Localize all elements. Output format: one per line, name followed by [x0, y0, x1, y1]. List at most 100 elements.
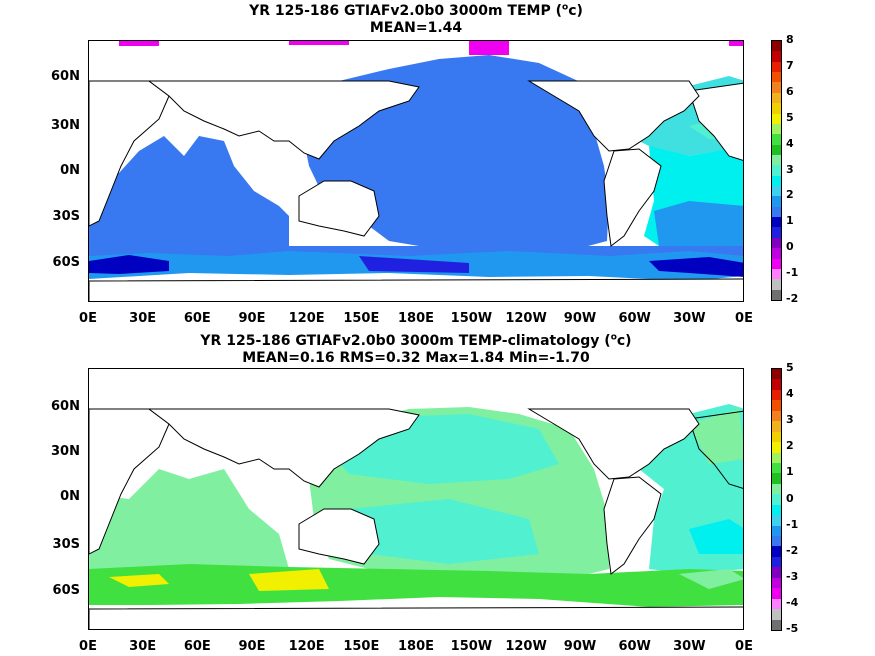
longitude-label: 0E [79, 311, 97, 326]
longitude-label: 0E [735, 639, 753, 654]
longitude-label: 120W [505, 311, 547, 326]
colorbar-segment [772, 598, 781, 610]
colorbar-tick-label: 3 [786, 162, 794, 176]
longitude-label: 30E [129, 639, 157, 654]
colorbar-tick-label: 2 [786, 439, 794, 453]
longitude-label: 60W [618, 639, 651, 654]
colorbar-segment [772, 525, 781, 536]
colorbar-segment [772, 369, 781, 380]
longitude-label: 90W [563, 311, 597, 326]
colorbar-tick-label: 1 [786, 465, 794, 479]
colorbar-segment [772, 619, 781, 630]
panel1-map [88, 40, 744, 302]
longitude-label: 180E [397, 311, 435, 326]
colorbar-tick-label: 4 [786, 387, 794, 401]
latitude-label: 0N [60, 489, 80, 504]
latitude-label: 30N [51, 444, 80, 459]
colorbar-tick-label: 6 [786, 84, 794, 98]
colorbar-segment [772, 442, 781, 453]
panel2-map [88, 368, 744, 630]
panel1-title-unit: c) [568, 3, 583, 19]
colorbar-tick-label: -5 [786, 622, 799, 635]
colorbar-segment [772, 389, 781, 401]
latitude-label: 30S [52, 209, 80, 224]
colorbar-segment [772, 41, 781, 52]
colorbar-segment [772, 175, 781, 187]
longitude-label: 60W [618, 311, 651, 326]
colorbar-segment [772, 123, 781, 135]
colorbar-segment [772, 431, 781, 443]
longitude-label: 120E [288, 639, 325, 654]
colorbar-tick-label: 1 [786, 214, 794, 228]
colorbar-segment [772, 51, 781, 62]
panel2-title-unit: c) [616, 333, 632, 349]
colorbar-segment [772, 462, 781, 474]
colorbar-segment [772, 421, 781, 432]
colorbar-segment [772, 217, 781, 228]
colorbar-segment [772, 588, 781, 599]
panel1-map-field [89, 41, 743, 301]
colorbar-segment [772, 379, 781, 390]
colorbar-segment [772, 186, 781, 197]
latitude-label: 60N [51, 399, 80, 414]
colorbar-tick-label: -1 [786, 517, 799, 531]
longitude-label: 90W [563, 639, 597, 654]
colorbar-segment [772, 556, 781, 568]
latitude-label: 30S [52, 537, 80, 552]
colorbar-segment [772, 113, 781, 124]
longitude-label: 30E [129, 311, 157, 326]
panel2-colorbar [771, 368, 782, 631]
colorbar-segment [772, 72, 781, 83]
colorbar-segment [772, 206, 781, 218]
latitude-label: 0N [60, 163, 80, 178]
colorbar-tick-label: 5 [786, 361, 794, 374]
colorbar-segment [772, 289, 781, 300]
colorbar-segment [772, 410, 781, 422]
longitude-label: 90E [238, 311, 266, 326]
colorbar-segment [772, 546, 781, 557]
colorbar-tick-label: -2 [786, 543, 799, 557]
longitude-label: 30W [673, 311, 706, 326]
panel1-title: YR 125-186 GTIAFv2.0b0 3000m TEMP (oc) [88, 3, 744, 19]
longitude-label: 30W [673, 639, 706, 654]
colorbar-tick-label: 7 [786, 58, 794, 72]
longitude-label: 180E [397, 639, 435, 654]
panel1-colorbar [771, 40, 782, 301]
panel1-title-text: YR 125-186 GTIAFv2.0b0 3000m TEMP ( [249, 3, 562, 19]
colorbar-segment [772, 237, 781, 249]
colorbar-segment [772, 400, 781, 411]
colorbar-segment [772, 258, 781, 269]
colorbar-tick-label: 0 [786, 240, 794, 254]
longitude-label: 150W [450, 639, 493, 654]
longitude-label: 60E [183, 639, 211, 654]
colorbar-tick-label: 3 [786, 413, 794, 427]
colorbar-segment [772, 248, 781, 259]
colorbar-segment [772, 82, 781, 93]
latitude-label: 60N [51, 69, 80, 84]
latitude-label: 60S [52, 255, 80, 270]
longitude-label: 60E [183, 311, 211, 326]
colorbar-segment [772, 134, 781, 145]
longitude-label: 120W [505, 639, 547, 654]
colorbar-tick-label: 2 [786, 188, 794, 202]
colorbar-segment [772, 609, 781, 620]
panel2-title: YR 125-186 GTIAFv2.0b0 3000m TEMP-climat… [88, 333, 744, 349]
colorbar-tick-label: 8 [786, 33, 794, 46]
longitude-label: 0E [735, 311, 753, 326]
colorbar-segment [772, 483, 781, 495]
colorbar-segment [772, 144, 781, 155]
panel1-title-degree: o [562, 2, 569, 13]
panel2-title-degree: o [610, 332, 617, 343]
colorbar-segment [772, 577, 781, 589]
colorbar-tick-label: 5 [786, 110, 794, 124]
longitude-label: 150W [450, 311, 493, 326]
colorbar-segment [772, 196, 781, 207]
panel2-subtitle: MEAN=0.16 RMS=0.32 Max=1.84 Min=-1.70 [242, 350, 590, 366]
colorbar-segment [772, 279, 781, 290]
colorbar-tick-label: -1 [786, 266, 799, 280]
colorbar-segment [772, 227, 781, 238]
panel2-title-text: YR 125-186 GTIAFv2.0b0 3000m TEMP-climat… [200, 333, 611, 349]
colorbar-segment [772, 536, 781, 547]
latitude-label: 60S [52, 583, 80, 598]
longitude-label: 90E [238, 639, 266, 654]
